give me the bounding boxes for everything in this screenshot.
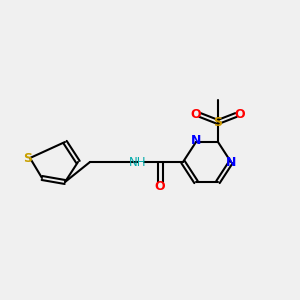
Text: O: O (155, 179, 165, 193)
Text: S: S (23, 152, 32, 166)
Text: N: N (226, 157, 236, 169)
Text: N: N (191, 134, 201, 148)
Text: O: O (191, 109, 201, 122)
Text: NH: NH (129, 155, 147, 169)
Text: S: S (214, 116, 223, 128)
Text: O: O (235, 109, 245, 122)
